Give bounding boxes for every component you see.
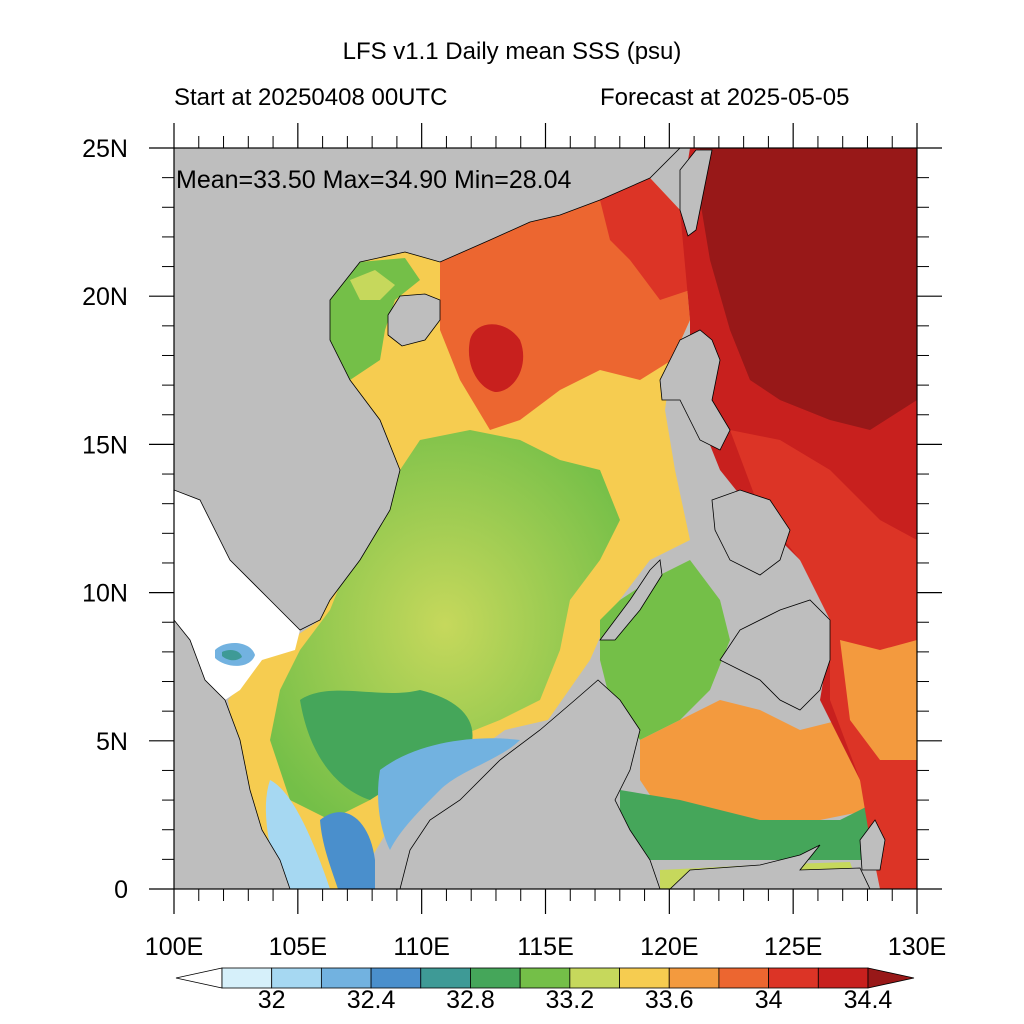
sunda-shelf-mid [320,812,375,889]
start-time-label: Start at 20250408 00UTC [174,84,448,111]
colorbar-swatch [718,967,770,989]
colorbar-swatch-max [867,967,915,989]
x-tick-label: 125E [764,933,822,961]
pacific-orange-band [840,640,917,760]
y-tick-label: 20N [82,283,128,311]
y-axis-labels: 0 5N 10N 15N 20N 25N [82,135,128,904]
gulf-of-tonkin [330,258,420,380]
colorbar-swatch [619,967,670,989]
taiwan-strait [600,178,690,300]
colorbar-swatch [370,967,422,989]
palawan-land [599,559,663,641]
north-core [468,324,524,392]
forecast-time-label: Forecast at 2025-05-05 [600,84,850,111]
luzon-land [659,329,731,451]
halmahera-land [859,819,886,871]
borneo-land [399,679,661,889]
y-tick-label: 0 [114,876,128,904]
celebes-sea [640,700,890,830]
y-tick-label: 25N [82,135,128,163]
hainan-land [387,293,441,347]
colorbar-swatch [768,967,819,989]
colorbar-label: 34.4 [844,986,893,1014]
colorbar-swatch [519,967,571,989]
axis-ticks [149,123,942,914]
colorbar-swatch [470,967,521,989]
y-tick-label: 15N [82,431,128,459]
colorbar-labels: 32 32.4 32.8 33.2 33.6 34 34.4 [258,986,893,1014]
colorbar-label: 32.4 [347,986,396,1014]
x-tick-label: 120E [640,933,698,961]
colorbar-swatch-min [175,967,223,989]
sulawesi-land [669,844,871,889]
colorbar-swatch [271,967,322,989]
borneo-fresh-plume [378,738,520,850]
west-pacific-core [700,148,917,430]
colorbar-swatch [668,967,720,989]
mekong-plume [300,690,473,800]
visayas-land [711,489,791,576]
colorbar-swatch [817,967,869,989]
land-masses [174,148,886,889]
map-title: LFS v1.1 Daily mean SSS (psu) [342,38,682,65]
y-tick-label: 5N [96,728,128,756]
y-tick-label: 10N [82,580,128,608]
west-pacific-mid [730,430,917,889]
colorbar-swatch [221,967,273,989]
colorbar-swatch [420,967,471,989]
taiwan-land [679,149,713,237]
colorbar-label: 32.8 [446,986,495,1014]
sunda-shelf-fresh [265,780,330,889]
malay-peninsula-land [174,619,291,889]
indochina-land [174,148,681,631]
x-tick-label: 115E [517,933,574,961]
thailand-mid [222,649,242,661]
gulf-of-thailand [174,490,300,700]
salinity-map [174,148,917,889]
x-tick-label: 130E [888,933,946,961]
colorbar-swatch [320,967,372,989]
x-tick-label: 100E [145,933,203,961]
statistics-label: Mean=33.50 Max=34.90 Min=28.04 [176,166,572,194]
tonkin-fresh [350,270,395,300]
colorbar [175,967,915,989]
colorbar-swatch [569,967,620,989]
colorbar-label: 32 [258,986,286,1014]
colorbar-label: 33.2 [546,986,595,1014]
x-tick-label: 105E [269,933,327,961]
colorbar-label: 34 [755,986,783,1014]
celebes-south-green [620,790,880,860]
x-axis-labels: 100E 105E 110E 115E 120E 125E 130E [145,933,946,961]
colorbar-label: 33.6 [645,986,694,1014]
x-tick-label: 110E [393,933,450,961]
mindanao-land [719,599,831,711]
